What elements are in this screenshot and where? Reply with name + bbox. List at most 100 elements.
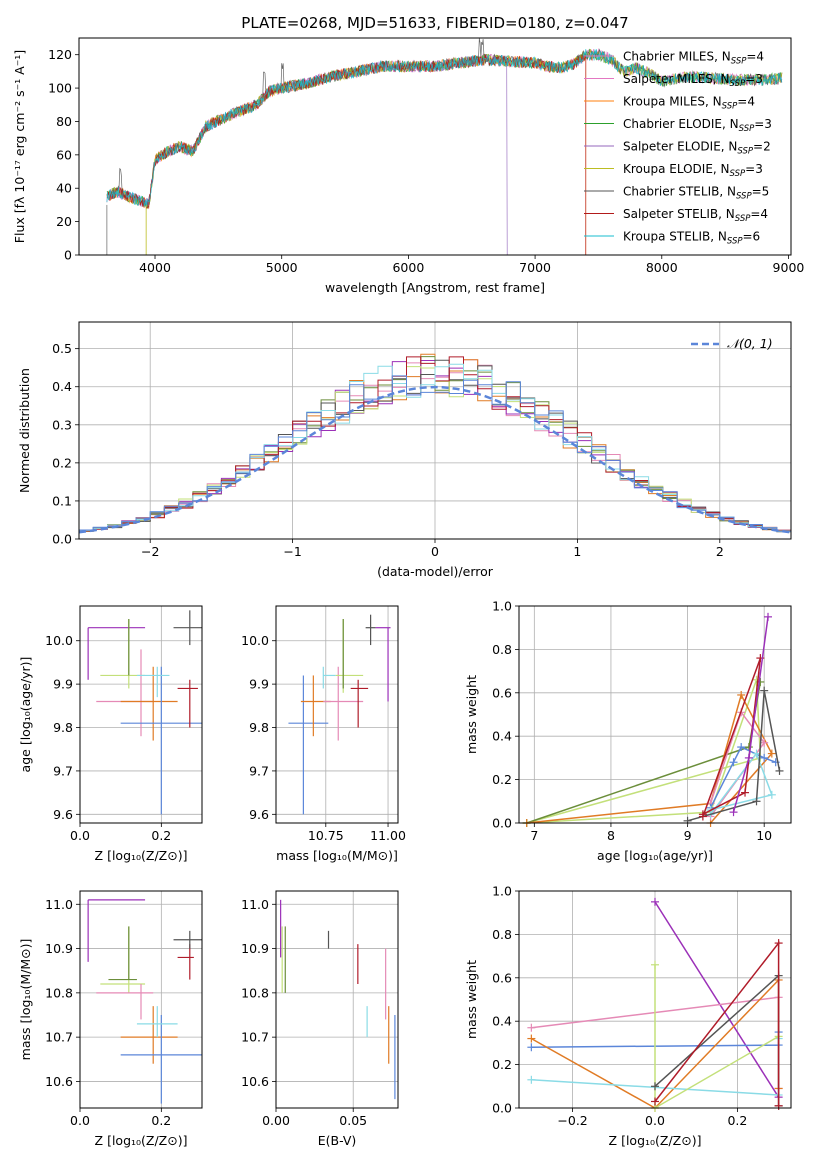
y-tick-label: 10.8 xyxy=(45,985,73,1000)
plot-area: 𝒩(0, 1) xyxy=(78,336,792,534)
y-tick-label: 40 xyxy=(56,181,72,196)
y-tick-label: 0.6 xyxy=(492,970,512,985)
legend-entry-rest: =3 xyxy=(754,117,772,131)
y-tick-label: 1.0 xyxy=(492,599,512,614)
y-axis-label: age [log₁₀(age/yr)] xyxy=(18,657,33,773)
legend-entry: Salpeter MILES, NSSP=3 xyxy=(623,72,763,89)
y-tick-label: 0.0 xyxy=(52,532,72,547)
axes-frame xyxy=(78,321,792,540)
y-tick-label: 0.2 xyxy=(492,772,512,787)
x-tick-label: 10.75 xyxy=(308,828,344,843)
x-axis-label: wavelength [Angstrom, rest frame] xyxy=(325,280,545,295)
y-tick-label: 10.9 xyxy=(45,941,73,956)
x-tick-label: 7000 xyxy=(519,260,551,275)
plot-area xyxy=(527,897,783,1112)
x-tick-label: 10 xyxy=(756,828,772,843)
weight-line xyxy=(709,752,773,815)
x-axis-label: mass [log₁₀(M/M⊙)] xyxy=(276,848,398,863)
y-tick-label: 9.7 xyxy=(249,763,269,778)
axes-frame xyxy=(275,605,399,824)
y-tick-label: 10.6 xyxy=(241,1074,269,1089)
spectrum-line xyxy=(106,52,587,256)
y-tick-label: 0.4 xyxy=(52,379,72,394)
y-tick-label: 10.6 xyxy=(45,1074,73,1089)
legend-entry-rest: =4 xyxy=(746,50,764,64)
legend-entry-rest: =5 xyxy=(752,185,770,199)
y-tick-label: 120 xyxy=(48,47,72,62)
x-tick-label: 0.0 xyxy=(70,828,90,843)
x-tick-label: 0.2 xyxy=(151,828,171,843)
legend-subscript: SSP xyxy=(731,57,747,67)
legend-entry-rest: =6 xyxy=(743,230,761,244)
y-tick-label: 0.2 xyxy=(52,455,72,470)
y-tick-label: 0.8 xyxy=(492,927,512,942)
y-tick-label: 20 xyxy=(56,214,72,229)
x-axis-label: Z [log₁₀(Z/Z⊙)] xyxy=(609,1133,702,1148)
legend-entry: Kroupa ELODIE, NSSP=3 xyxy=(623,162,763,179)
axes-frame xyxy=(78,37,792,256)
legend-entry-rest: =4 xyxy=(750,207,768,221)
x-tick-label: 7 xyxy=(530,828,538,843)
x-tick-label: 0.0 xyxy=(70,1113,90,1128)
legend-subscript: SSP xyxy=(722,102,738,112)
panel-z_mass: 0.0 0.2 10.6 10.7 10.8 10.9 11.0 Z [log₁₀(Z/Z⊙)… xyxy=(18,890,203,1148)
x-tick-label: 0.2 xyxy=(727,1113,747,1128)
y-tick-label: 9.9 xyxy=(53,677,73,692)
y-tick-label: 0.5 xyxy=(52,341,72,356)
plot-area xyxy=(522,612,784,827)
axes-frame xyxy=(275,890,399,1109)
y-tick-label: 1.0 xyxy=(492,884,512,899)
y-axis-label: Normed distribution xyxy=(17,368,32,493)
y-axis-label: mass weight xyxy=(464,675,479,754)
x-tick-label: 8000 xyxy=(646,260,678,275)
axes-frame xyxy=(79,890,203,1109)
weight-line xyxy=(654,973,780,1106)
x-tick-label: −1 xyxy=(283,544,301,559)
x-tick-label: 9000 xyxy=(773,260,805,275)
y-tick-label: 0.0 xyxy=(492,816,512,831)
legend-subscript: SSP xyxy=(736,192,752,202)
legend-subscript: SSP xyxy=(727,237,743,247)
normal-curve xyxy=(78,385,792,534)
legend-entry: 𝒩(0, 1) xyxy=(727,336,773,351)
legend-entry: Chabrier MILES, NSSP=4 xyxy=(623,50,764,67)
y-tick-label: 9.8 xyxy=(53,720,73,735)
y-tick-label: 0.3 xyxy=(52,417,72,432)
y-tick-label: 0.4 xyxy=(492,1014,512,1029)
x-axis-label: Z [log₁₀(Z/Z⊙)] xyxy=(95,848,188,863)
y-tick-label: 11.0 xyxy=(241,897,269,912)
x-axis-label: Z [log₁₀(Z/Z⊙)] xyxy=(95,1133,188,1148)
panel-mass_age: 10.75 11.00 9.6 9.7 9.8 9.9 10.0 mass [log₁₀(M/… xyxy=(241,605,406,863)
y-tick-label: 0.6 xyxy=(492,685,512,700)
legend-entry-rest: =3 xyxy=(745,162,763,176)
y-tick-label: 100 xyxy=(48,81,72,96)
y-tick-label: 9.6 xyxy=(249,807,269,822)
legend-entry: Chabrier ELODIE, NSSP=3 xyxy=(623,117,772,134)
panel-ebv_mass: 0.00 0.05 10.6 10.7 10.8 10.9 11.0 E(B-V) xyxy=(241,890,399,1148)
panel-z_weight: −0.2 0.0 0.2 0.0 0.2 0.4 0.6 0.8 1.0 Z [log₁₀(Z/Z… xyxy=(464,884,792,1148)
x-tick-label: 0.2 xyxy=(151,1113,171,1128)
legend-subscript: SSP xyxy=(730,169,746,179)
x-tick-label: 9 xyxy=(684,828,692,843)
y-tick-label: 60 xyxy=(56,147,72,162)
x-axis-label: (data-model)/error xyxy=(377,564,494,579)
legend-entry-rest: =4 xyxy=(737,95,755,109)
plot-area: Chabrier MILES, NSSP=4 Salpeter MILES, NS… xyxy=(106,38,783,256)
y-tick-label: 0.0 xyxy=(492,1101,512,1116)
spectrum-line xyxy=(106,49,783,208)
y-tick-label: 80 xyxy=(56,114,72,129)
panel-residuals: −2 −1 0 1 2 0.0 0.1 0.2 0.3 0.4 0.5 (data-model)/er… xyxy=(17,321,792,579)
legend-subscript: SSP xyxy=(739,124,755,134)
panels: 4000 5000 6000 7000 8000 9000020406080100120w… xyxy=(12,37,805,1148)
x-tick-label: 0.00 xyxy=(262,1113,290,1128)
y-axis-label: Flux [fλ 10⁻¹⁷ erg cm⁻² s⁻¹ A⁻¹] xyxy=(12,50,27,243)
y-tick-label: 10.0 xyxy=(45,633,73,648)
panel-spectrum: 4000 5000 6000 7000 8000 9000 0 20 40 60 80 100 120 w… xyxy=(12,37,805,295)
y-tick-label: 0.8 xyxy=(492,642,512,657)
x-axis-label: age [log₁₀(age/yr)] xyxy=(597,848,713,863)
legend-entry-rest: =3 xyxy=(745,72,763,86)
y-tick-label: 9.8 xyxy=(249,720,269,735)
legend-entry: Salpeter STELIB, NSSP=4 xyxy=(623,207,768,224)
axes-frame xyxy=(518,605,792,824)
